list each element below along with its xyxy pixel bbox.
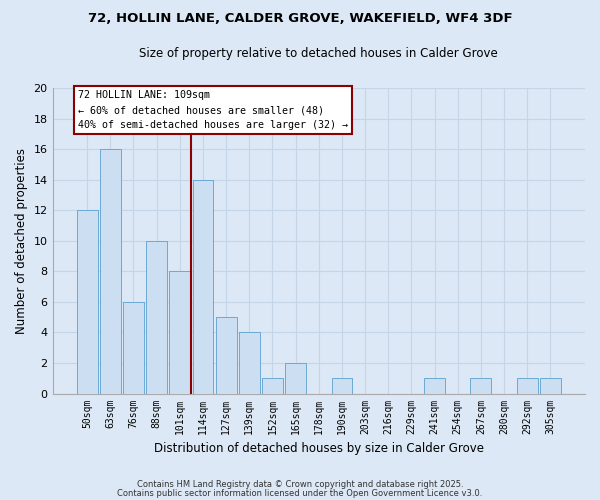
Y-axis label: Number of detached properties: Number of detached properties <box>15 148 28 334</box>
Text: Contains public sector information licensed under the Open Government Licence v3: Contains public sector information licen… <box>118 488 482 498</box>
Bar <box>424 378 445 394</box>
Bar <box>77 210 98 394</box>
Bar <box>262 378 283 394</box>
Bar <box>540 378 561 394</box>
Bar <box>216 317 236 394</box>
Title: Size of property relative to detached houses in Calder Grove: Size of property relative to detached ho… <box>139 48 498 60</box>
Bar <box>193 180 214 394</box>
Bar <box>100 149 121 394</box>
Bar <box>123 302 144 394</box>
Bar <box>169 272 190 394</box>
Bar <box>285 363 306 394</box>
Bar <box>470 378 491 394</box>
Bar <box>517 378 538 394</box>
Text: Contains HM Land Registry data © Crown copyright and database right 2025.: Contains HM Land Registry data © Crown c… <box>137 480 463 489</box>
Bar <box>146 241 167 394</box>
Text: 72, HOLLIN LANE, CALDER GROVE, WAKEFIELD, WF4 3DF: 72, HOLLIN LANE, CALDER GROVE, WAKEFIELD… <box>88 12 512 26</box>
Bar <box>239 332 260 394</box>
X-axis label: Distribution of detached houses by size in Calder Grove: Distribution of detached houses by size … <box>154 442 484 455</box>
Bar <box>332 378 352 394</box>
Text: 72 HOLLIN LANE: 109sqm
← 60% of detached houses are smaller (48)
40% of semi-det: 72 HOLLIN LANE: 109sqm ← 60% of detached… <box>78 90 348 130</box>
